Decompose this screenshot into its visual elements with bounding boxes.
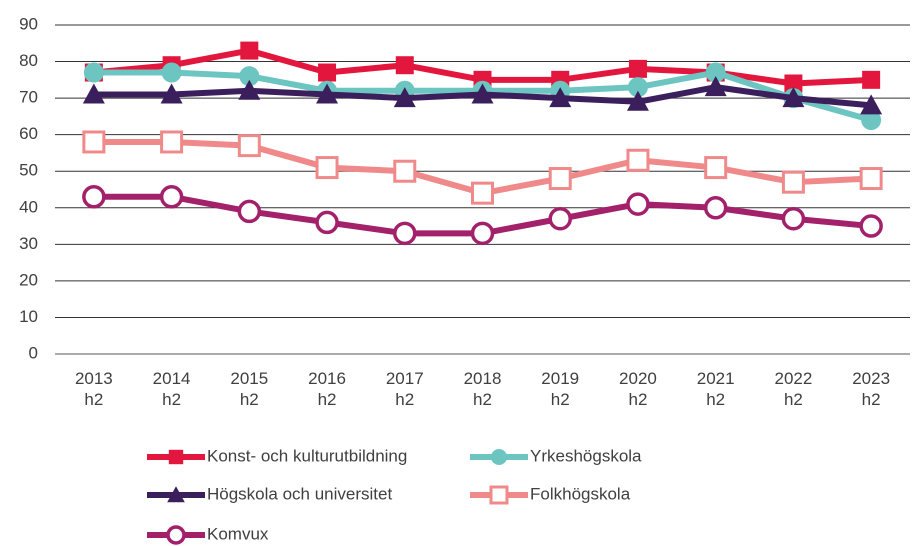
marker (782, 87, 805, 108)
marker (704, 76, 727, 97)
marker (489, 485, 509, 505)
marker (83, 62, 104, 83)
x-tick-label: 2013 h2 (74, 369, 113, 409)
marker (82, 83, 105, 104)
marker (166, 525, 186, 545)
legend-label: Konst- och kulturutbildning (207, 446, 407, 465)
marker (159, 185, 184, 209)
marker (471, 181, 494, 205)
x-tick-label: 2018 h2 (463, 369, 502, 409)
y-tick-label: 40 (19, 197, 38, 216)
y-tick-label: 0 (29, 343, 38, 362)
marker (781, 170, 805, 194)
marker (491, 449, 507, 465)
marker (626, 148, 650, 172)
legend-label: Yrkeshögskola (530, 446, 642, 465)
marker (626, 90, 649, 111)
marker (860, 94, 883, 115)
marker (470, 221, 495, 246)
y-tick-label: 10 (19, 307, 38, 326)
x-tick-label: 2016 h2 (308, 369, 346, 409)
marker (318, 63, 337, 82)
y-tick-label: 30 (19, 234, 38, 253)
marker (628, 59, 647, 78)
y-tick-label: 70 (19, 88, 38, 107)
marker (82, 185, 106, 209)
y-tick-label: 20 (19, 270, 38, 289)
marker (393, 87, 416, 108)
marker (627, 77, 648, 98)
marker (238, 79, 261, 100)
marker (167, 486, 185, 503)
x-tick-label: 2023 h2 (852, 369, 891, 409)
marker (784, 74, 803, 93)
marker (160, 83, 183, 104)
marker (393, 221, 417, 246)
x-tick-label: 2014 h2 (152, 369, 191, 409)
marker (471, 83, 494, 104)
legend-label: Komvux (207, 524, 269, 543)
legend-label: Högskola och universitet (207, 484, 392, 503)
y-tick-label: 90 (19, 14, 38, 33)
marker (168, 449, 184, 465)
marker (705, 62, 726, 83)
marker (237, 199, 262, 224)
x-tick-label: 2022 h2 (774, 369, 813, 409)
marker (703, 196, 728, 220)
marker (82, 130, 106, 154)
marker (781, 206, 806, 231)
marker (859, 214, 883, 238)
marker (549, 87, 572, 108)
marker (161, 62, 182, 83)
marker (861, 110, 882, 131)
y-tick-label: 80 (19, 51, 38, 70)
x-tick-label: 2015 h2 (230, 369, 269, 409)
marker (315, 156, 339, 180)
marker (393, 159, 417, 183)
marker (315, 210, 339, 235)
y-tick-label: 50 (19, 161, 38, 180)
x-tick-label: 2017 h2 (385, 369, 424, 409)
marker (548, 206, 572, 231)
marker (237, 134, 261, 158)
marker (626, 192, 650, 216)
legend-label: Folkhögskola (530, 484, 631, 503)
marker (240, 41, 259, 60)
marker (395, 56, 414, 75)
y-tick-label: 60 (19, 124, 38, 143)
x-tick-label: 2019 h2 (541, 369, 580, 409)
marker (316, 83, 339, 104)
marker (548, 167, 572, 191)
marker (239, 66, 260, 87)
x-tick-label: 2020 h2 (619, 369, 657, 409)
marker (862, 70, 881, 89)
marker (704, 156, 728, 180)
marker (160, 130, 184, 154)
x-tick-label: 2021 h2 (696, 369, 735, 409)
marker (859, 167, 883, 191)
